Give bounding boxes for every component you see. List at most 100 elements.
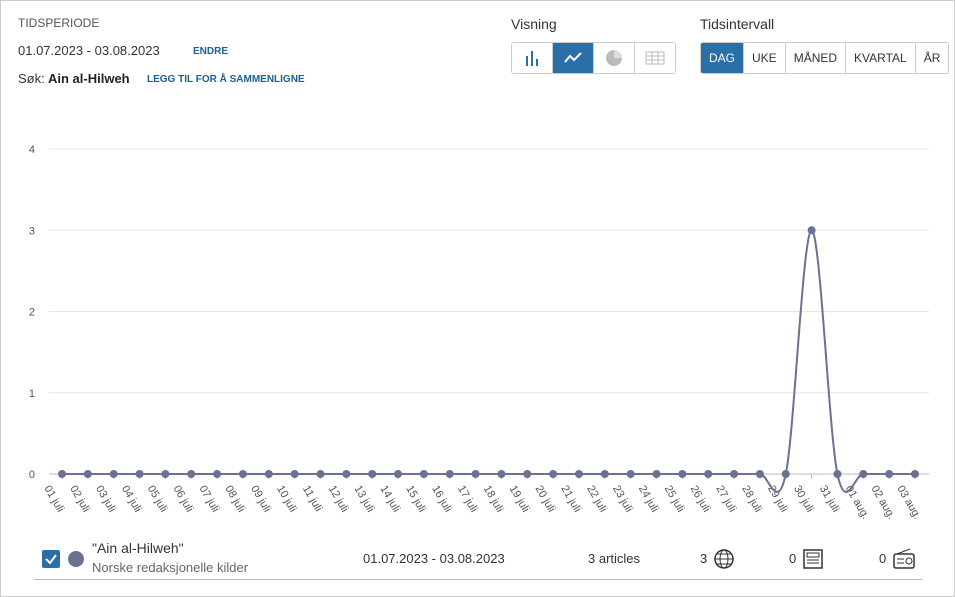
radio-count: 0: [879, 551, 887, 566]
pie-icon: [606, 50, 622, 66]
legend-period: 01.07.2023 - 03.08.2023: [363, 551, 505, 566]
x-tick-label: 07 juli: [196, 484, 221, 515]
data-point: [574, 470, 583, 478]
data-point: [807, 226, 816, 235]
view-buttons: [511, 42, 676, 74]
x-tick-label: 24 juli: [636, 484, 661, 515]
table-icon: [645, 51, 665, 65]
legend-source: Norske redaksjonelle kilder: [92, 560, 249, 575]
x-tick-label: 01 aug.: [843, 484, 872, 522]
x-tick-label: 18 juli: [481, 484, 506, 515]
x-tick-label: 20 juli: [533, 484, 558, 515]
table-view-button[interactable]: [635, 43, 675, 73]
data-point: [781, 470, 790, 478]
bar-icon: [526, 51, 538, 66]
x-tick-label: 31 juli: [817, 484, 842, 515]
y-tick-label: 1: [29, 388, 35, 400]
data-point: [626, 470, 635, 478]
x-tick-label: 01 juli: [41, 484, 66, 515]
data-point: [497, 470, 506, 478]
x-tick-label: 09 juli: [248, 484, 273, 515]
interval-label: Tidsintervall: [700, 16, 775, 32]
x-tick-label: 27 juli: [713, 484, 738, 515]
data-point: [445, 470, 454, 478]
period: 01.07.2023 - 03.08.2023: [18, 43, 160, 58]
search-label: Søk:: [18, 71, 45, 86]
data-point: [238, 470, 247, 478]
radio-svg: [893, 548, 915, 569]
data-point: [109, 470, 118, 478]
x-tick-label: 14 juli: [377, 484, 402, 515]
chart: 0 1 2 3 4 01 juli 02 juli 03 juli 04 juli 05 juli…: [29, 144, 929, 522]
interval-button[interactable]: MÅNED: [786, 43, 847, 73]
legend-dot: [68, 551, 84, 567]
print-count: 0: [789, 551, 797, 566]
data-point: [342, 470, 351, 478]
legend-name: "Ain al-Hilweh": [92, 540, 184, 556]
bar-view-button[interactable]: [512, 43, 553, 73]
compare-link[interactable]: LEGG TIL FOR Å SAMMENLIGNE: [147, 74, 305, 85]
x-tick-label: 29 juli: [765, 484, 790, 515]
data-point: [290, 470, 299, 478]
data-point: [833, 470, 842, 478]
x-tick-label: 04 juli: [119, 484, 144, 515]
x-tick-label: 23 juli: [610, 484, 635, 515]
interval-button[interactable]: UKE: [744, 43, 786, 73]
legend-articles: 3 articles: [588, 551, 641, 566]
legend-checkbox[interactable]: [41, 549, 61, 574]
newspaper-icon: [803, 549, 823, 569]
x-tick-label: 03 aug.: [894, 484, 923, 522]
globe-icon: [714, 549, 734, 569]
data-point: [394, 470, 403, 478]
x-tick-label: 12 juli: [326, 484, 351, 515]
data-point: [600, 470, 609, 478]
data-point: [549, 470, 558, 478]
x-tick-label: 17 juli: [455, 484, 480, 515]
x-tick-label: 03 juli: [93, 484, 118, 515]
legend-divider: [34, 579, 922, 580]
line-icon: [564, 52, 582, 63]
x-tick-label: 08 juli: [222, 484, 247, 515]
data-point: [911, 470, 919, 478]
data-point: [704, 470, 713, 478]
interval-button[interactable]: ÅR: [923, 51, 941, 65]
x-tick-label: 10 juli: [274, 484, 299, 515]
data-point: [316, 470, 325, 478]
data-point: [213, 470, 222, 478]
x-tick-label: 26 juli: [688, 484, 713, 515]
series-line: [62, 229, 915, 493]
data-point: [859, 470, 868, 478]
y-tick-label: 3: [29, 225, 35, 237]
data-point: [885, 470, 894, 478]
x-tick-label: 02 aug.: [869, 484, 898, 522]
data-point: [730, 470, 739, 478]
data-point: [419, 470, 428, 478]
x-tick-label: 06 juli: [171, 484, 196, 515]
y-tick-label: 0: [29, 469, 35, 481]
interval-button[interactable]: KVARTAL: [846, 43, 916, 73]
data-point: [264, 470, 273, 478]
x-tick-label: 30 juli: [791, 484, 816, 515]
change-link[interactable]: ENDRE: [193, 46, 229, 57]
data-point: [83, 470, 92, 478]
view-label: Visning: [511, 16, 557, 32]
x-tick-label: 02 juli: [67, 484, 92, 515]
interval-button[interactable]: DAG: [701, 43, 745, 73]
data-point: [523, 470, 532, 478]
checkbox-icon: [42, 550, 60, 568]
x-tick-label: 25 juli: [662, 484, 687, 515]
pie-view-button[interactable]: [594, 43, 635, 73]
x-tick-label: 28 juli: [739, 484, 764, 515]
line-view-button[interactable]: [553, 43, 594, 73]
data-point: [652, 470, 661, 478]
x-tick-label: 22 juli: [584, 484, 609, 515]
x-tick-label: 11 juli: [300, 484, 324, 514]
data-point: [161, 470, 170, 478]
data-point: [755, 470, 764, 478]
x-tick-label: 21 juli: [558, 484, 583, 515]
data-point: [187, 470, 196, 478]
search-term: Ain al-Hilweh: [48, 71, 130, 86]
period-label: TIDSPERIODE: [18, 16, 100, 30]
x-tick-label: 19 juli: [507, 484, 532, 515]
